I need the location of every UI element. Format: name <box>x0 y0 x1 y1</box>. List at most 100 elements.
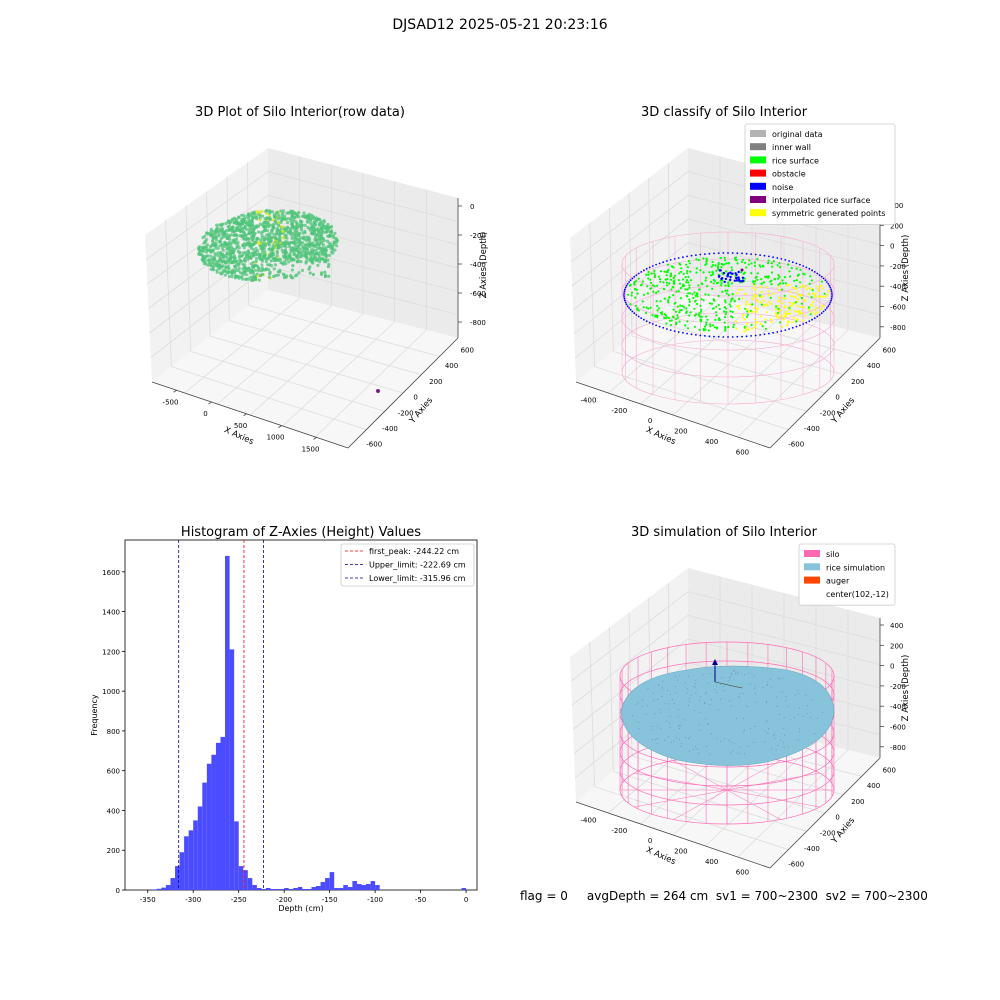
noise-point <box>816 315 819 318</box>
rice-simulation-mesh-dot <box>709 754 711 756</box>
noise-point <box>799 324 801 327</box>
rice-simulation-mesh-dot <box>777 745 779 747</box>
rice-simulation-mesh-dot <box>695 746 696 748</box>
raw-data-point <box>292 215 296 219</box>
rice-simulation-mesh-dot <box>638 728 640 730</box>
raw-data-point <box>247 266 251 270</box>
rice-surface-point <box>666 278 669 281</box>
raw-data-point <box>320 226 324 230</box>
raw-data-point <box>216 260 220 264</box>
rice-simulation-mesh-dot <box>737 695 739 697</box>
rice-surface-point <box>765 276 768 279</box>
raw-data-point <box>288 245 292 249</box>
z-tick-label: 200 <box>890 222 903 230</box>
rice-surface-point <box>715 269 718 272</box>
rice-simulation-mesh-dot <box>677 716 679 718</box>
noise-point <box>750 253 752 256</box>
rice-surface-point <box>686 288 689 291</box>
rice-surface-point <box>700 315 703 318</box>
rice-surface-point <box>795 267 798 270</box>
rice-surface-point <box>649 306 652 309</box>
rice-surface-point <box>734 256 738 259</box>
noise-point <box>682 256 684 259</box>
symmetric-generated-point <box>792 316 795 319</box>
x-tick-label: 0 <box>648 417 652 425</box>
rice-simulation-mesh-dot <box>733 743 735 745</box>
rice-simulation-mesh-dot <box>764 730 766 732</box>
floor-pane <box>152 290 458 448</box>
raw-data-point <box>295 253 299 258</box>
raw-data-point <box>284 228 288 232</box>
raw-data-point <box>326 222 330 227</box>
raw-data-point <box>251 271 256 275</box>
rice-surface-point <box>742 258 745 261</box>
rice-surface-point <box>719 279 722 282</box>
raw-data-point <box>294 225 298 229</box>
raw-data-point <box>257 230 261 234</box>
raw-data-point <box>237 224 241 228</box>
rice-simulation-mesh-dot <box>680 745 682 747</box>
noise-point <box>831 296 833 298</box>
raw-data-point <box>221 235 225 239</box>
noise-point <box>626 282 629 285</box>
rice-surface-point <box>746 310 749 313</box>
noise-point <box>811 318 813 321</box>
rice-simulation-mesh-dot <box>783 727 785 729</box>
noise-point <box>828 303 831 306</box>
rice-surface-point <box>647 273 650 276</box>
raw-data-point <box>219 253 223 257</box>
rice-surface-point <box>689 279 693 282</box>
symmetric-generated-point <box>810 304 814 307</box>
rice-surface-point <box>685 263 688 266</box>
raw-data-point <box>247 255 251 259</box>
raw-data-point <box>285 236 289 240</box>
rice-surface-point <box>668 296 671 299</box>
noise-point <box>623 290 626 293</box>
z-tick-label: -200 <box>470 232 486 240</box>
rice-surface-point <box>731 310 734 313</box>
rice-simulation-mesh-dot <box>700 696 702 698</box>
raw-data-point <box>268 209 272 213</box>
noise-point <box>735 279 739 282</box>
raw-data-point <box>279 261 283 265</box>
histogram-bar <box>284 888 289 890</box>
rice-surface-point <box>688 284 691 287</box>
symmetric-generated-point <box>801 284 805 287</box>
x-tick-label: -200 <box>611 407 627 415</box>
outlier-point <box>376 389 380 393</box>
rice-surface-point <box>731 316 734 319</box>
rice-simulation-mesh-dot <box>765 684 767 686</box>
raw-data-point <box>303 229 307 233</box>
symmetric-generated-point <box>753 295 756 298</box>
rice-simulation-mesh-dot <box>730 752 732 754</box>
noise-point <box>623 292 625 294</box>
symmetric-generated-point <box>808 287 811 290</box>
noise-point <box>731 336 734 338</box>
symmetric-generated-point <box>761 295 764 298</box>
raw-data-point <box>332 241 336 245</box>
rice-simulation-mesh-dot <box>637 702 639 704</box>
raw-data-point <box>301 241 305 245</box>
rice-surface-point <box>656 314 659 317</box>
rice-surface-point <box>735 259 738 262</box>
y-tick-label: -600 <box>788 861 804 869</box>
rice-surface-point <box>687 259 690 263</box>
symmetric-generated-point <box>797 313 801 316</box>
histogram-bar <box>193 820 198 890</box>
raw-data-point <box>220 230 224 234</box>
raw-data-point <box>287 253 291 257</box>
raw-data-point <box>227 258 231 262</box>
raw-data-point <box>248 227 252 231</box>
rice-surface-point <box>635 288 639 291</box>
rice-surface-point <box>820 280 824 283</box>
rice-simulation-mesh-dot <box>632 715 634 717</box>
noise-point <box>736 252 739 255</box>
rice-surface-point <box>685 281 688 284</box>
rice-surface-point <box>770 283 773 286</box>
rice-simulation-mesh-dot <box>705 718 707 720</box>
raw-data-point <box>215 262 219 267</box>
legend-swatch <box>750 156 766 164</box>
rice-simulation-mesh-dot <box>661 686 663 688</box>
y-tick-label: 0 <box>835 394 839 402</box>
